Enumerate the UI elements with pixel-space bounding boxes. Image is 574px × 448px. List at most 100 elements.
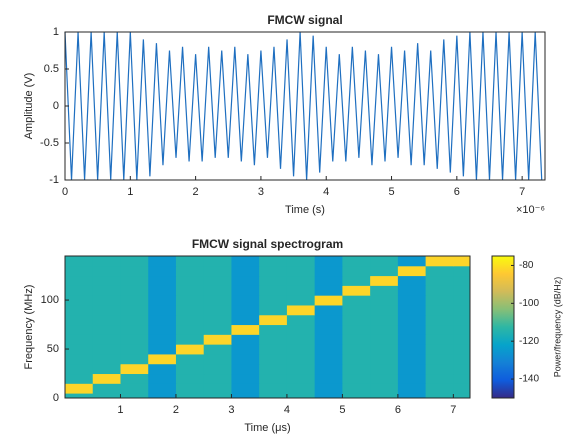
heatmap-cell — [453, 353, 470, 365]
heatmap-cell — [286, 324, 316, 335]
heatmap-cell — [370, 324, 399, 335]
heatmap-cell — [370, 344, 399, 355]
heatmap-cell — [314, 285, 343, 296]
y-tick-label: 50 — [47, 343, 59, 355]
heatmap-cell — [286, 373, 316, 384]
heatmap-cell — [425, 304, 454, 316]
heatmap-cell — [286, 285, 316, 296]
x-tick-label: 7 — [450, 404, 456, 416]
heatmap-cell — [231, 363, 260, 375]
heatmap-cell — [453, 334, 470, 345]
x-tick-label: 7 — [519, 186, 525, 198]
heatmap-cell — [203, 373, 232, 384]
heatmap-cell — [453, 285, 470, 296]
heatmap-cell — [453, 295, 470, 306]
y-tick-label: -0.5 — [40, 137, 59, 149]
heatmap-cell — [342, 304, 371, 316]
x-axis-label: Time (s) — [285, 204, 325, 216]
heatmap-cell — [314, 383, 343, 394]
heatmap-cell — [259, 334, 288, 345]
heatmap-cell — [120, 334, 149, 345]
heatmap-cell — [259, 373, 288, 384]
heatmap-cell — [259, 304, 288, 316]
x-tick-label: 6 — [395, 404, 401, 416]
heatmap-cell — [120, 285, 149, 296]
heatmap-cell — [203, 344, 232, 355]
heatmap-cell — [148, 344, 177, 355]
heatmap-cell — [175, 295, 205, 306]
heatmap-cell — [65, 314, 94, 326]
heatmap-cell — [65, 353, 94, 365]
heatmap-cell — [370, 334, 399, 345]
heatmap-cell — [92, 256, 121, 267]
heatmap-cell — [286, 314, 316, 326]
colorbar-tick-label: -80 — [519, 260, 534, 271]
colorbar-tick-label: -120 — [519, 336, 539, 347]
x-tick-label: 3 — [228, 404, 234, 416]
heatmap-cell — [175, 256, 205, 267]
heatmap-cell — [92, 344, 121, 355]
heatmap-cell — [342, 334, 371, 345]
heatmap-cell — [259, 393, 288, 398]
heatmap-cell — [175, 324, 205, 335]
heatmap-cell — [175, 314, 205, 326]
heatmap-cell — [286, 393, 316, 398]
heatmap-cell — [203, 275, 232, 286]
heatmap-cell — [65, 324, 94, 335]
x-tick-label: 2 — [193, 186, 199, 198]
heatmap-cell — [342, 383, 371, 394]
heatmap-cell — [397, 256, 427, 267]
heatmap-cell — [342, 353, 371, 365]
heatmap-cell — [65, 265, 94, 277]
axes-frame — [64, 255, 471, 399]
heatmap-cell — [92, 393, 121, 398]
heatmap-cell — [370, 295, 399, 306]
heatmap-cell — [342, 324, 371, 335]
y-tick-label: 1 — [53, 26, 59, 38]
heatmap-cell — [92, 324, 121, 335]
heatmap-cell — [342, 393, 371, 398]
heatmap-cell — [231, 344, 260, 355]
heatmap-cell — [175, 393, 205, 398]
colorbar-label: Power/frequency (dB/Hz) — [552, 277, 562, 378]
heatmap-cell — [231, 334, 260, 345]
heatmap-cell — [342, 265, 371, 277]
heatmap-cell — [342, 275, 371, 286]
heatmap-cell — [203, 334, 232, 345]
heatmap-cell — [203, 353, 232, 365]
heatmap-cell — [203, 285, 232, 296]
heatmap-cell — [175, 334, 205, 345]
heatmap-cell — [425, 393, 454, 398]
heatmap-cell — [231, 304, 260, 316]
heatmap-cell — [286, 275, 316, 286]
x-tick-label: 5 — [339, 404, 345, 416]
heatmap-cell — [92, 334, 121, 345]
heatmap-cell — [453, 393, 470, 398]
x-exponent-label: ×10⁻⁶ — [516, 204, 545, 216]
heatmap-cell — [65, 285, 94, 296]
heatmap-cell — [65, 334, 94, 345]
heatmap-cell — [203, 295, 232, 306]
heatmap-cell — [259, 383, 288, 394]
heatmap-cell — [425, 265, 454, 277]
x-tick-label: 4 — [284, 404, 290, 416]
heatmap-cell — [397, 383, 427, 394]
heatmap-cell — [231, 393, 260, 398]
heatmap-cell — [175, 344, 205, 355]
heatmap-cell — [425, 334, 454, 345]
heatmap-cell — [259, 275, 288, 286]
heatmap-cell — [231, 256, 260, 267]
heatmap-cell — [175, 265, 205, 277]
heatmap-cell — [120, 314, 149, 326]
heatmap-cell — [370, 314, 399, 326]
heatmap-cell — [231, 373, 260, 384]
heatmap-cell — [425, 285, 454, 296]
heatmap-cell — [148, 275, 177, 286]
heatmap-cell — [120, 344, 149, 355]
heatmap-cell — [92, 363, 121, 375]
heatmap-cell — [148, 314, 177, 326]
heatmap-cell — [397, 304, 427, 316]
heatmap-cell — [92, 295, 121, 306]
y-axis-label: Amplitude (V) — [23, 73, 35, 140]
heatmap-cell — [397, 334, 427, 345]
